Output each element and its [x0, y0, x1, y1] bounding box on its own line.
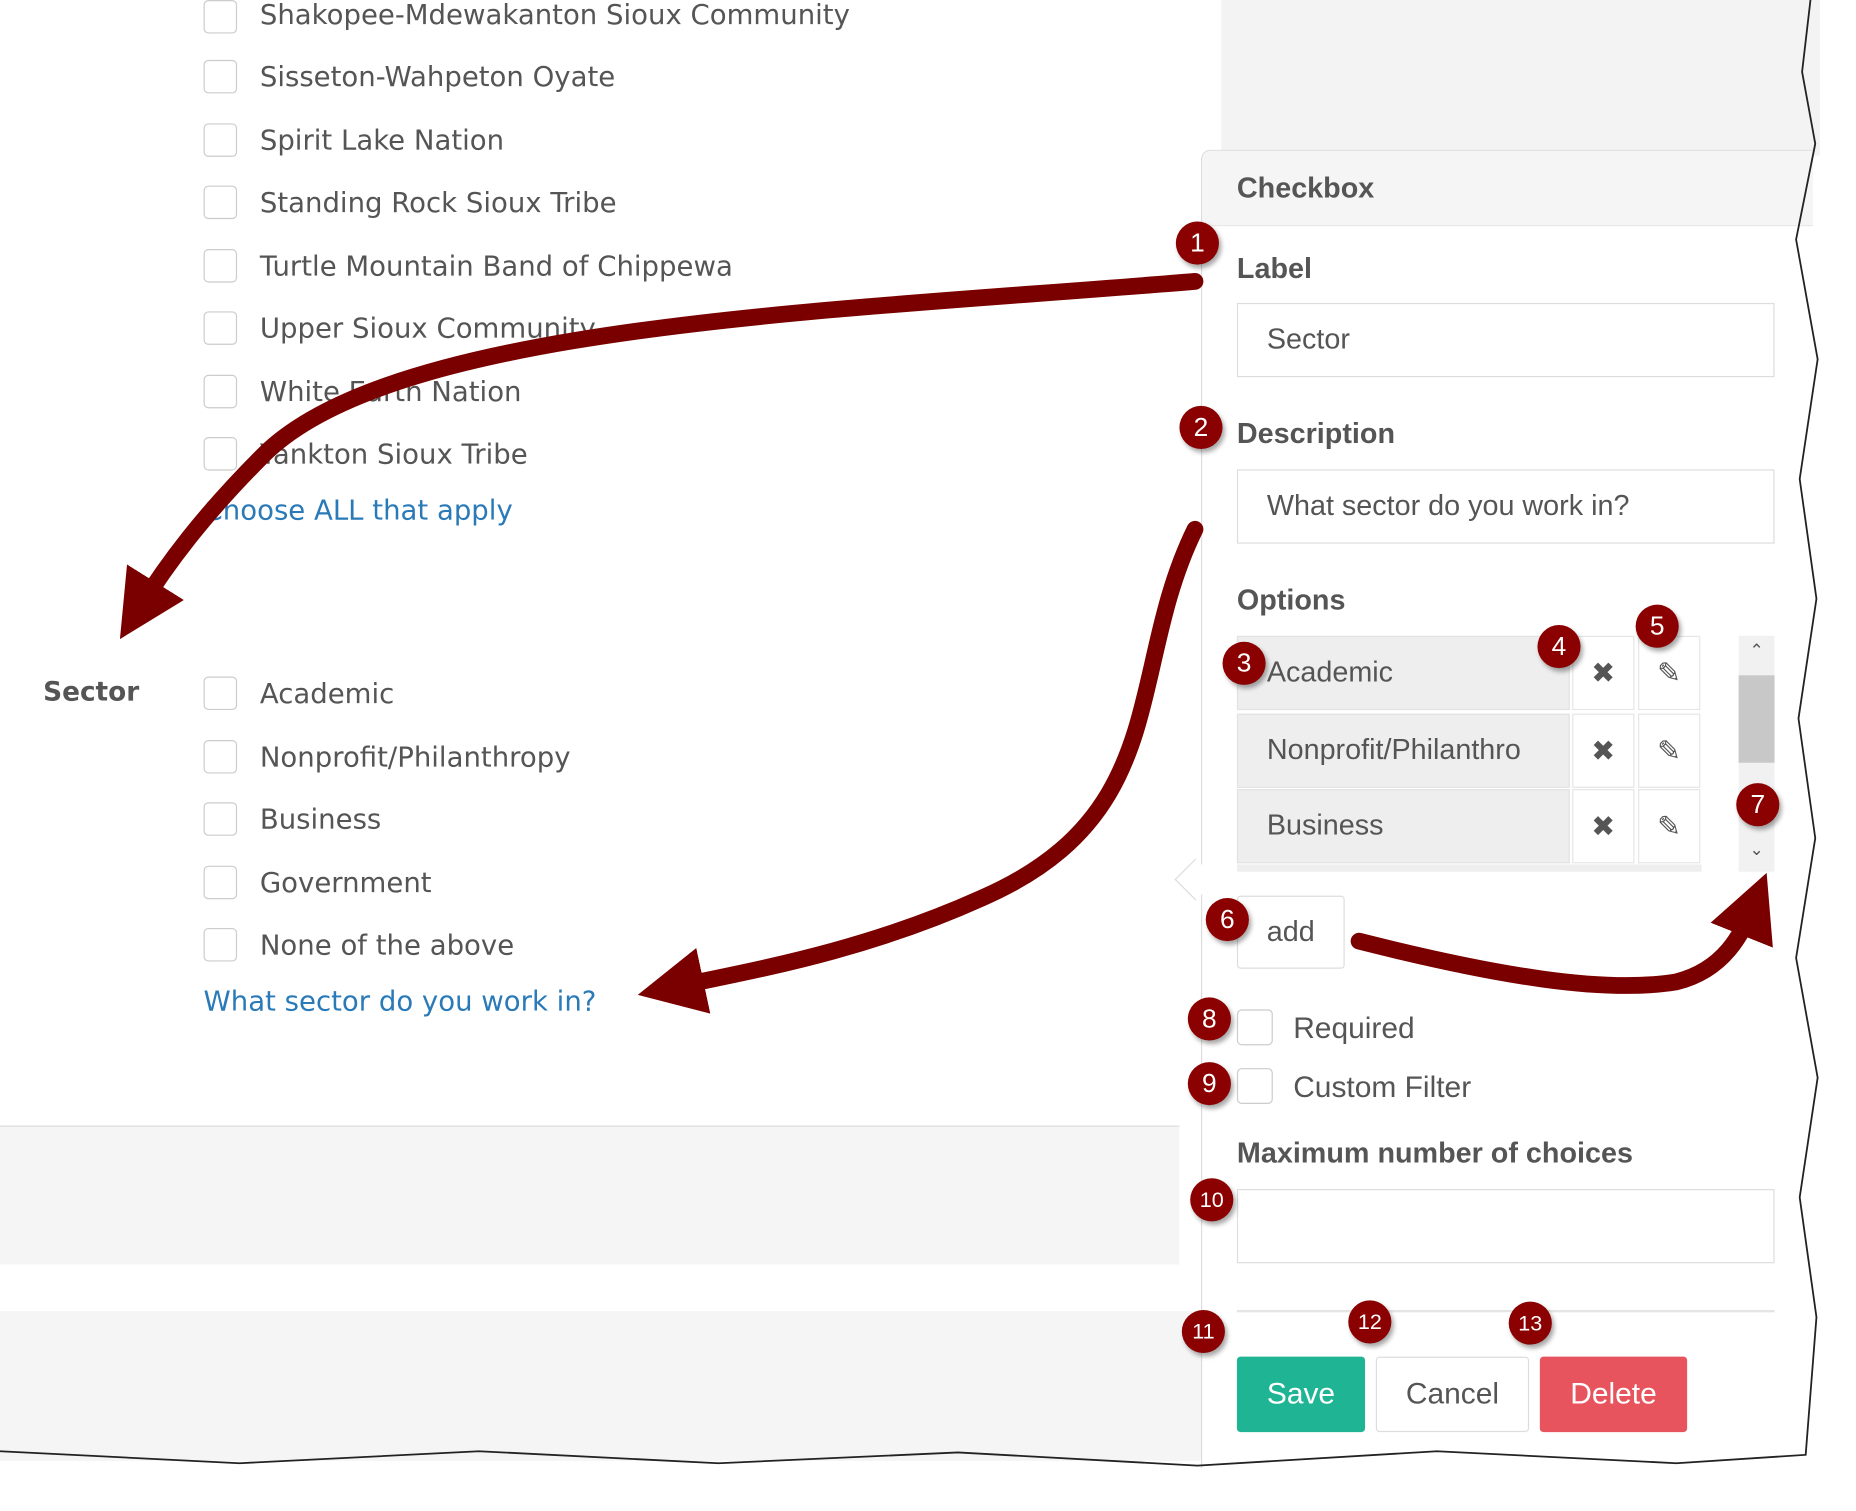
tribe-checkbox[interactable]	[203, 123, 238, 157]
edit-option-icon[interactable]: ✎	[1638, 789, 1701, 864]
cancel-button[interactable]: Cancel	[1375, 1356, 1530, 1433]
option-input[interactable]: Nonprofit/Philanthro	[1236, 713, 1570, 788]
custom-filter-label: Custom Filter	[1293, 1070, 1472, 1105]
sector-checkbox[interactable]	[203, 927, 238, 962]
callout-4: 4	[1537, 625, 1581, 669]
delete-button[interactable]: Delete	[1539, 1356, 1688, 1433]
scroll-down-icon[interactable]: ⌄	[1749, 839, 1764, 859]
tribe-checkbox[interactable]	[203, 437, 238, 471]
background-gray-top	[1221, 0, 1821, 156]
torn-edge	[0, 0, 1819, 1467]
tribe-checkbox[interactable]	[203, 311, 238, 345]
arrow-description-to-help	[637, 520, 1204, 1014]
tribe-label: Shakopee-Mdewakanton Sioux Community	[259, 0, 850, 32]
max-choices-heading: Maximum number of choices	[1236, 1137, 1633, 1170]
options-next-row-edge	[1236, 864, 1702, 872]
description-heading: Description	[1236, 417, 1396, 451]
tribe-label: Standing Rock Sioux Tribe	[259, 187, 617, 220]
remove-option-icon[interactable]: ✖	[1572, 789, 1635, 864]
sector-option-label: Academic	[259, 678, 395, 711]
panel-title: Checkbox	[1236, 172, 1375, 205]
description-input[interactable]: What sector do you work in?	[1236, 469, 1775, 544]
footer-band	[0, 1125, 1180, 1265]
scrollbar-thumb[interactable]	[1738, 675, 1775, 763]
callout-3: 3	[1222, 641, 1266, 685]
add-option-button[interactable]: add	[1236, 895, 1345, 969]
tribe-label: Yankton Sioux Tribe	[259, 439, 528, 471]
callout-8: 8	[1187, 997, 1231, 1041]
arrow-add-to-scroll	[1350, 872, 1773, 994]
sector-checkbox[interactable]	[203, 739, 238, 774]
arrow-label-to-field	[119, 273, 1204, 640]
sector-help-text: What sector do you work in?	[203, 986, 597, 1018]
callout-10: 10	[1190, 1178, 1234, 1222]
tribe-checkbox[interactable]	[203, 59, 238, 94]
scroll-up-icon[interactable]: ⌃	[1749, 640, 1764, 660]
options-scrollbar[interactable]: ⌃ ⌄	[1738, 635, 1775, 872]
sector-option-label: Nonprofit/Philanthropy	[259, 742, 571, 774]
tribe-checkbox[interactable]	[203, 374, 238, 409]
option-input[interactable]: Academic	[1236, 635, 1570, 711]
tribe-label: Spirit Lake Nation	[259, 125, 505, 157]
callout-7: 7	[1736, 783, 1780, 827]
callout-13: 13	[1508, 1301, 1552, 1345]
remove-option-icon[interactable]: ✖	[1572, 713, 1635, 788]
callout-1: 1	[1175, 221, 1219, 265]
save-button[interactable]: Save	[1236, 1356, 1366, 1433]
tribe-checkbox[interactable]	[203, 185, 238, 220]
required-label: Required	[1293, 1011, 1415, 1046]
sector-checkbox[interactable]	[203, 802, 238, 836]
callout-5: 5	[1635, 604, 1679, 648]
remove-option-icon[interactable]: ✖	[1572, 635, 1635, 711]
label-input[interactable]: Sector	[1236, 302, 1775, 378]
callout-11: 11	[1181, 1309, 1225, 1354]
callout-2: 2	[1179, 405, 1223, 450]
footer-band-2	[0, 1311, 1201, 1461]
callout-12: 12	[1348, 1300, 1392, 1344]
tribes-help-text: Choose ALL that apply	[203, 495, 513, 527]
option-input[interactable]: Business	[1236, 789, 1570, 864]
tribe-label: Sisseton-Wahpeton Oyate	[259, 62, 616, 94]
sector-checkbox[interactable]	[203, 676, 238, 711]
label-heading: Label	[1236, 252, 1312, 285]
tribe-label: Turtle Mountain Band of Chippewa	[259, 251, 733, 283]
divider	[1236, 1309, 1775, 1312]
edit-option-icon[interactable]: ✎	[1638, 635, 1701, 711]
callout-9: 9	[1187, 1062, 1231, 1106]
sector-field-label: Sector	[43, 677, 140, 708]
tribe-checkbox[interactable]	[203, 249, 238, 283]
custom-filter-checkbox[interactable]	[1236, 1068, 1273, 1105]
tribe-checkbox[interactable]	[203, 0, 238, 34]
sector-option-label: Government	[259, 868, 432, 900]
options-heading: Options	[1236, 584, 1346, 617]
required-checkbox[interactable]	[1236, 1009, 1273, 1046]
callout-6: 6	[1205, 898, 1249, 942]
max-choices-input[interactable]	[1236, 1189, 1775, 1264]
sector-option-label: None of the above	[259, 930, 515, 962]
edit-option-icon[interactable]: ✎	[1638, 713, 1701, 788]
sector-checkbox[interactable]	[203, 865, 238, 900]
panel-header	[1202, 150, 1813, 227]
sector-option-label: Business	[259, 804, 382, 836]
